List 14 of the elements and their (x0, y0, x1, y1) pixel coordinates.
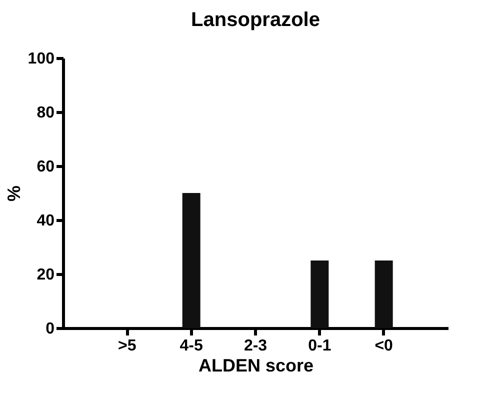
y-tick-label: 20 (36, 266, 55, 284)
x-tick-label: 4-5 (180, 338, 203, 354)
x-tick-label: <0 (374, 338, 394, 354)
y-tick-label: 100 (28, 50, 55, 68)
y-tick-label: 0 (46, 320, 55, 338)
x-tick-label: 2-3 (244, 338, 268, 354)
chart-title: Lansoprazole (191, 9, 320, 31)
x-tick-label: >5 (118, 338, 136, 354)
y-tick-label: 60 (36, 158, 55, 176)
x-tick-label: 0-1 (308, 338, 332, 354)
y-tick-label: 80 (36, 104, 55, 122)
y-tick-label: 40 (36, 212, 55, 230)
y-axis-title: % (4, 185, 24, 202)
x-axis-title: ALDEN score (198, 356, 314, 376)
